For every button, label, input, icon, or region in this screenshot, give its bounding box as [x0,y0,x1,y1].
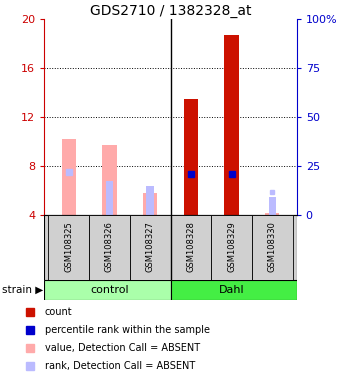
Text: GSM108330: GSM108330 [268,221,277,272]
Bar [265,213,279,215]
FancyBboxPatch shape [252,215,293,280]
Title: GDS2710 / 1382328_at: GDS2710 / 1382328_at [90,4,251,18]
Text: GSM108326: GSM108326 [105,221,114,272]
FancyBboxPatch shape [130,215,170,280]
Bar [224,35,239,215]
FancyBboxPatch shape [89,215,130,280]
FancyBboxPatch shape [44,215,297,280]
Text: percentile rank within the sample: percentile rank within the sample [45,325,210,335]
Text: rank, Detection Call = ABSENT: rank, Detection Call = ABSENT [45,361,195,371]
Bar [62,139,76,215]
Bar [106,181,113,215]
Bar [269,197,276,215]
Text: GSM108329: GSM108329 [227,221,236,272]
Text: GSM108325: GSM108325 [64,221,73,272]
Bar [184,99,198,215]
FancyBboxPatch shape [170,280,297,300]
Text: strain ▶: strain ▶ [2,285,43,295]
Bar [143,193,157,215]
Text: Dahl: Dahl [219,285,244,295]
FancyBboxPatch shape [170,215,211,280]
FancyBboxPatch shape [211,215,252,280]
Text: GSM108328: GSM108328 [186,221,195,272]
Text: GSM108327: GSM108327 [146,221,155,272]
Bar [147,186,154,215]
Text: control: control [90,285,129,295]
Bar [102,145,117,215]
FancyBboxPatch shape [44,280,170,300]
Text: count: count [45,307,72,317]
Text: value, Detection Call = ABSENT: value, Detection Call = ABSENT [45,343,200,353]
FancyBboxPatch shape [48,215,89,280]
